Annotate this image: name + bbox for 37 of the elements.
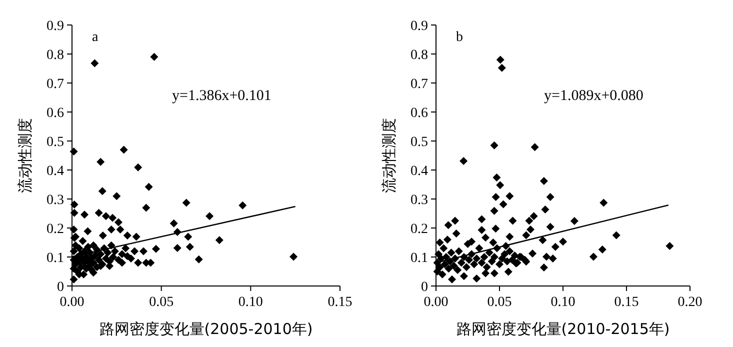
y-tick-label: 0.5 bbox=[46, 135, 64, 150]
y-tick-label: 0.3 bbox=[46, 193, 64, 208]
x-tick-label: 0.00 bbox=[60, 295, 84, 310]
x-tick-label: 0.20 bbox=[678, 295, 702, 310]
x-tick-label: 0.15 bbox=[328, 295, 352, 310]
y-tick-label: 0.1 bbox=[410, 251, 428, 266]
x-tick-label: 0.10 bbox=[238, 295, 263, 310]
annotation: a bbox=[92, 30, 99, 45]
x-tick-label: 0.05 bbox=[149, 295, 174, 310]
y-tick-label: 0.6 bbox=[46, 106, 64, 121]
y-axis-title: 流动性测度 bbox=[16, 118, 34, 193]
y-tick-label: 0 bbox=[421, 280, 428, 295]
y-axis-title: 流动性测度 bbox=[380, 118, 398, 193]
x-tick-label: 0.10 bbox=[550, 295, 576, 310]
y-tick-label: 0.6 bbox=[410, 106, 428, 121]
y-tick-label: 0.1 bbox=[46, 251, 64, 266]
x-tick-label: 0.00 bbox=[424, 295, 448, 310]
y-tick-label: 0.9 bbox=[46, 19, 64, 34]
x-axis-title: 路网密度变化量(2010-2015年) bbox=[456, 320, 670, 338]
annotation: y=1.089x+0.080 bbox=[544, 88, 644, 104]
y-tick-label: 0.8 bbox=[46, 48, 64, 63]
y-tick-label: 0.4 bbox=[46, 164, 64, 179]
y-tick-label: 0.2 bbox=[46, 222, 64, 237]
x-axis-title: 路网密度变化量(2005-2010年) bbox=[99, 320, 313, 338]
y-tick-label: 0.3 bbox=[410, 193, 428, 208]
y-tick-label: 0.7 bbox=[46, 77, 64, 92]
y-tick-label: 0.8 bbox=[410, 48, 428, 63]
annotation: b bbox=[456, 30, 463, 45]
y-tick-label: 0.5 bbox=[410, 135, 428, 150]
y-tick-label: 0.9 bbox=[410, 19, 428, 34]
x-tick-label: 0.05 bbox=[487, 295, 512, 310]
y-tick-label: 0.7 bbox=[410, 77, 428, 92]
y-tick-label: 0.4 bbox=[410, 164, 428, 179]
y-tick-label: 0.2 bbox=[410, 222, 428, 237]
annotation: y=1.386x+0.101 bbox=[172, 88, 272, 104]
x-tick-label: 0.15 bbox=[614, 295, 639, 310]
y-tick-label: 0 bbox=[57, 280, 64, 295]
